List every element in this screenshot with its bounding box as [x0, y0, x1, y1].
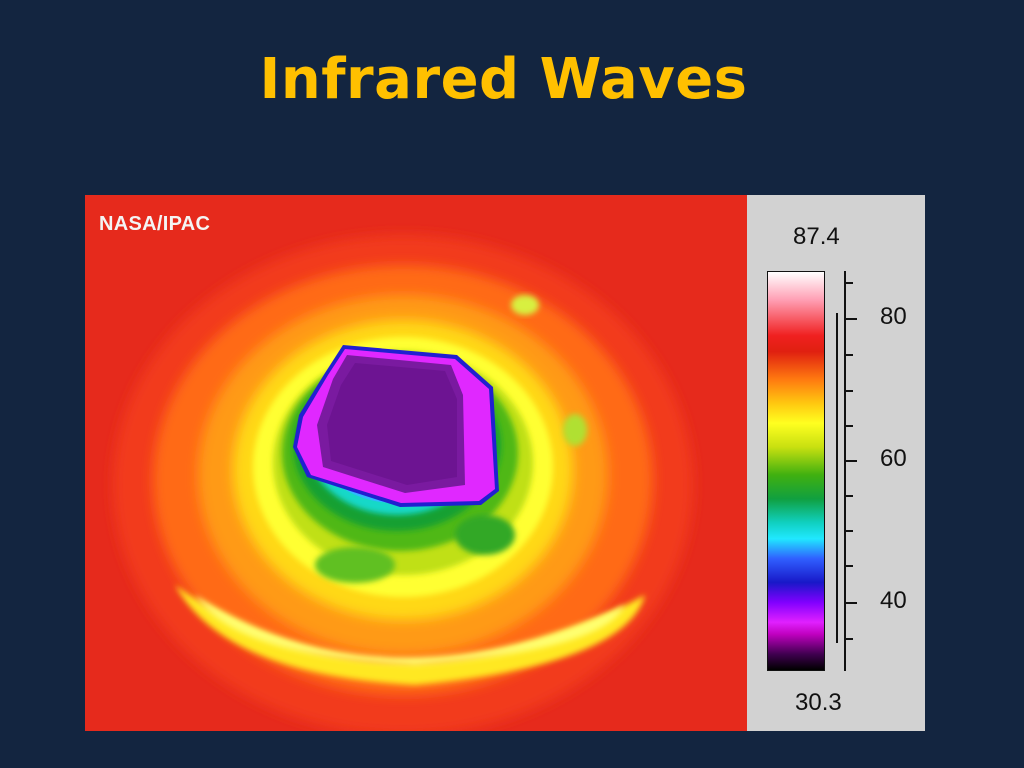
thermal-image: NASA/IPAC [85, 195, 747, 731]
scale-tick-label: 60 [880, 445, 907, 472]
scale-min-value: 30.3 [795, 689, 842, 716]
temperature-scale: 87.4 80 60 40 30.3 [747, 195, 925, 731]
thermal-figure: NASA/IPAC 87.4 80 60 40 [85, 195, 925, 731]
thermal-image-graphic [85, 195, 747, 731]
scale-tick-label: 40 [880, 587, 907, 614]
image-credit: NASA/IPAC [99, 213, 211, 235]
slide-title: Infrared Waves [259, 47, 748, 112]
scale-axis [836, 271, 857, 671]
scale-tick-label: 80 [880, 303, 907, 330]
color-bar [767, 271, 825, 671]
scale-max-value: 87.4 [793, 223, 840, 250]
